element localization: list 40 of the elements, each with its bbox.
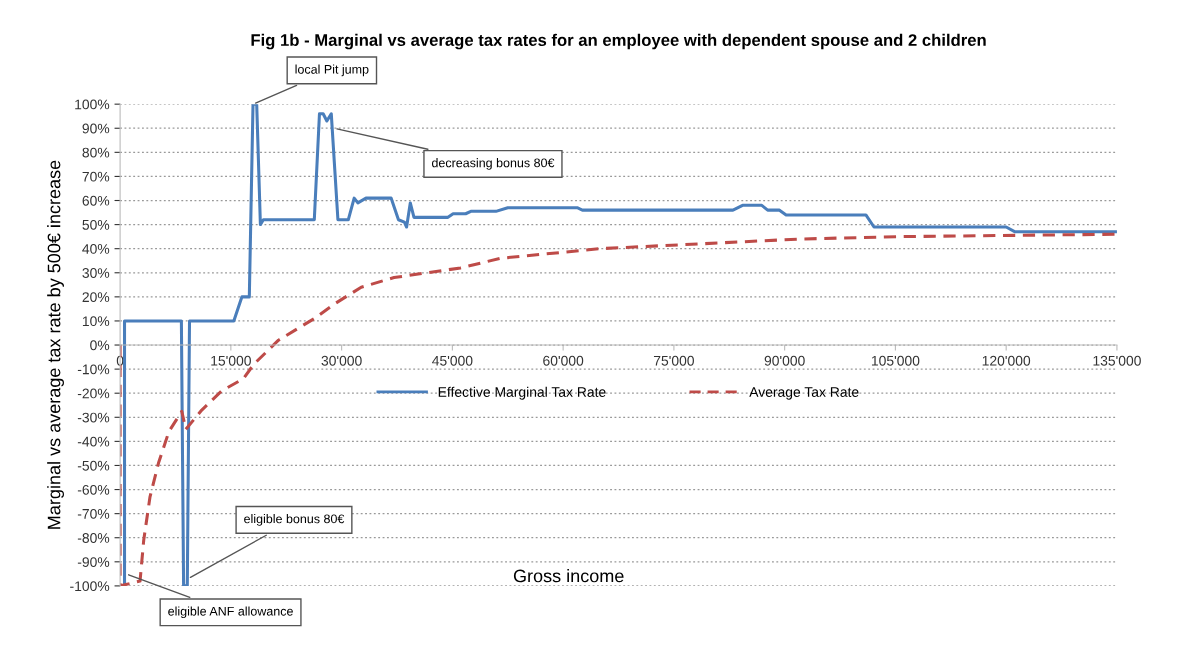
y-tick-label: -80% [77, 533, 110, 543]
x-tick-label: 90'000 [764, 355, 805, 366]
legend-label: Average Tax Rate [749, 387, 859, 400]
x-tick-label: 15'000 [211, 355, 251, 366]
y-tick-label: 50% [82, 219, 110, 230]
y-tick-label: -10% [77, 364, 110, 375]
x-tick-label: 60'000 [543, 355, 584, 366]
y-tick-label: 70% [82, 171, 110, 182]
x-axis-title: Gross income [513, 569, 624, 583]
annotation: eligible ANF allowance [168, 606, 293, 619]
annotation: eligible bonus 80€ [244, 514, 345, 526]
y-tick-label: 100% [75, 99, 110, 110]
y-tick-label: -70% [77, 508, 110, 519]
y-tick-label: 30% [82, 268, 110, 278]
y-tick-label: 40% [82, 244, 110, 254]
x-tick-label: 0 [116, 355, 124, 366]
annotation: local Pit jump [295, 64, 369, 77]
y-tick-label: 0% [90, 340, 110, 351]
legend-label: Effective Marginal Tax Rate [438, 386, 606, 400]
y-tick-label: -90% [77, 557, 110, 567]
y-tick-label: -100% [70, 581, 110, 592]
y-tick-label: 60% [82, 195, 110, 206]
x-tick-label: 135'000 [1093, 355, 1141, 366]
y-tick-label: -20% [77, 388, 110, 399]
y-tick-label: 20% [82, 292, 110, 303]
y-tick-label: 90% [82, 123, 110, 134]
x-tick-label: 120'000 [982, 355, 1031, 366]
y-tick-label: -30% [77, 412, 110, 423]
y-tick-label: -40% [77, 436, 110, 447]
x-tick-label: 75'000 [653, 355, 694, 366]
annotation: decreasing bonus 80€ [431, 158, 555, 170]
y-tick-label: -50% [77, 460, 110, 471]
x-tick-label: 30'000 [321, 355, 362, 366]
y-tick-label: 80% [82, 147, 110, 158]
chart-title: Fig 1b - Marginal vs average tax rates for an employee with dependent spouse and 2 children [251, 33, 986, 50]
y-axis-title: Marginal vs average tax rate by 500€ increase [47, 160, 64, 529]
x-tick-label: 105'000 [871, 355, 920, 366]
x-tick-label: 45'000 [432, 355, 473, 366]
y-tick-label: -60% [77, 484, 110, 495]
y-tick-label: 10% [82, 316, 110, 327]
